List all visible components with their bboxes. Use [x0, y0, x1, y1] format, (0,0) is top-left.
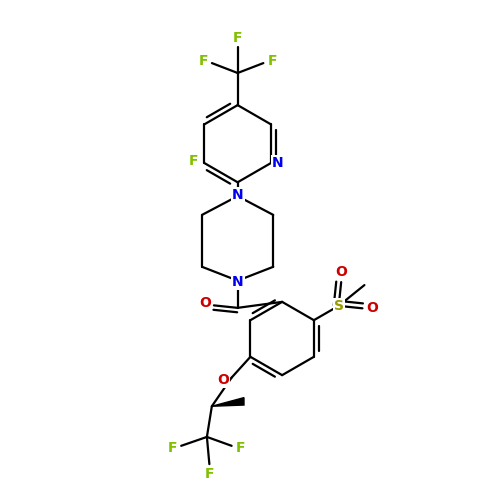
Text: S: S — [334, 299, 344, 313]
Text: O: O — [335, 265, 347, 279]
Text: F: F — [198, 54, 208, 68]
Text: F: F — [268, 54, 277, 68]
Text: O: O — [199, 296, 211, 310]
Text: F: F — [204, 467, 214, 481]
Polygon shape — [212, 398, 244, 406]
Text: F: F — [188, 154, 198, 168]
Text: F: F — [168, 442, 177, 456]
Text: N: N — [232, 274, 243, 288]
Text: O: O — [366, 302, 378, 316]
Text: F: F — [233, 32, 242, 46]
Text: O: O — [217, 373, 228, 387]
Text: N: N — [272, 156, 283, 170]
Text: N: N — [232, 188, 243, 202]
Text: F: F — [236, 442, 246, 456]
